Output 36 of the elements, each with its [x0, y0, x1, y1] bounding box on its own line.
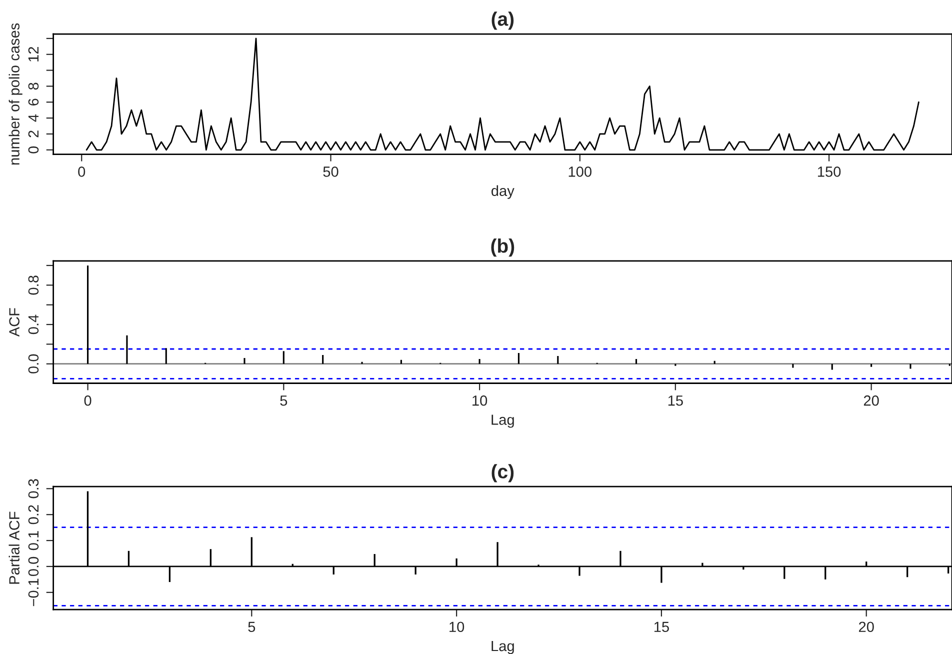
y-axis-title: Partial ACF [8, 512, 20, 584]
y-tick-label: 0.2 [28, 505, 39, 524]
x-tick-label: 5 [280, 396, 288, 406]
y-tick-label: 6 [28, 98, 39, 106]
x-axis-title: Lag [492, 641, 514, 654]
y-tick-label: 2 [28, 130, 38, 138]
x-tick-label: 150 [818, 166, 841, 177]
y-tick-label: 8 [28, 82, 39, 90]
x-tick-label: 50 [323, 166, 338, 177]
x-tick-label: 15 [668, 396, 683, 406]
y-tick-label: 0.8 [28, 276, 39, 295]
chart-title: (a) [492, 12, 514, 30]
y-tick-label: 0.0 [28, 556, 39, 576]
chart-title: (c) [492, 464, 514, 482]
x-tick-label: 10 [450, 622, 464, 632]
y-tick-label: −0.1 [28, 578, 39, 606]
x-tick-label: 20 [864, 395, 879, 406]
chart-title: (b) [491, 238, 514, 257]
x-tick-label: 0 [84, 395, 92, 406]
y-tick-label: 0.1 [28, 531, 39, 550]
x-axis-title: Lag [492, 414, 514, 428]
x-tick-label: 5 [248, 622, 256, 632]
y-axis-title: ACF [9, 308, 20, 337]
x-tick-label: 0 [78, 166, 86, 177]
x-tick-label: 15 [654, 622, 669, 632]
y-tick-label: 0.3 [28, 479, 39, 498]
x-tick-label: 20 [858, 622, 874, 632]
y-tick-label: 0 [28, 146, 39, 154]
y-axis-title: number of polio cases [8, 23, 22, 165]
y-tick-label: 0.0 [28, 354, 39, 374]
y-tick-label: 12 [28, 47, 38, 62]
y-tick-label: 0.4 [28, 314, 39, 334]
x-tick-label: 10 [472, 395, 488, 406]
x-tick-label: 100 [568, 166, 592, 177]
y-tick-label: 4 [28, 114, 38, 122]
x-axis-title: day [492, 185, 514, 199]
